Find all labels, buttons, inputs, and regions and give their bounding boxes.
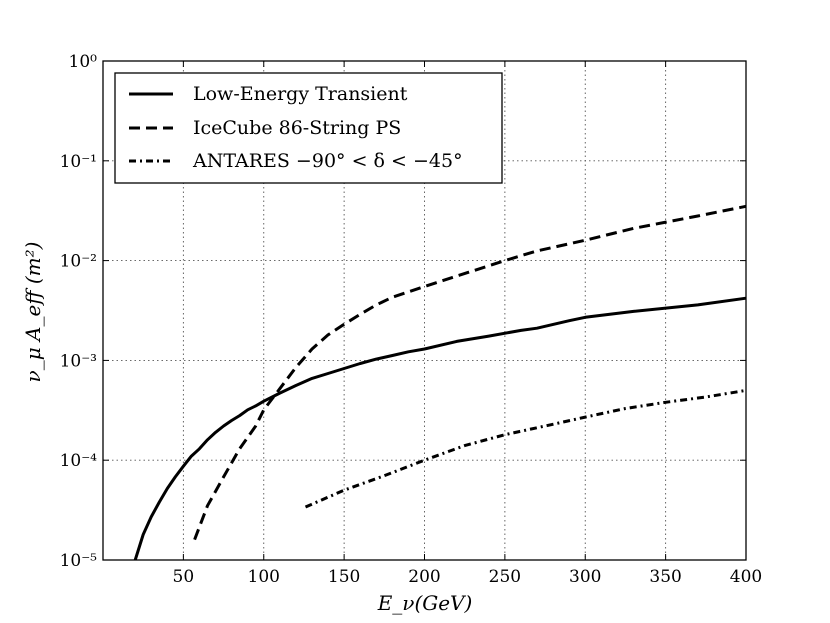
x-tick-label: 100 [248,567,280,587]
x-tick-label: 200 [408,567,440,587]
grid [103,61,746,560]
y-tick-label: 10⁻¹ [60,152,97,172]
legend: Low-Energy Transient IceCube 86-String P… [114,72,503,184]
x-tick-label: 350 [649,567,681,587]
x-tick-label: 150 [328,567,360,587]
x-axis-label: E_ν(GeV) [377,591,473,615]
x-tick-label: 300 [569,567,601,587]
y-tick-label: 10⁻² [60,252,97,272]
legend-label-low-energy: Low-Energy Transient [193,83,408,105]
y-tick-label: 10⁰ [69,52,98,72]
y-tick-label: 10⁻⁴ [60,451,98,471]
y-tick-label: 10⁻³ [60,351,97,371]
x-tick-label: 50 [173,567,195,587]
legend-label-icecube: IceCube 86-String PS [193,117,401,139]
y-tick-label: 10⁻⁵ [60,551,98,571]
legend-box [114,72,503,184]
series-line-0 [133,296,747,561]
legend-label-antares: ANTARES −90° < δ < −45° [192,150,463,172]
series-line-2 [304,388,747,509]
x-tick-label: 250 [489,567,521,587]
ticks [103,60,747,561]
y-tick-labels: 10⁻⁵ 10⁻⁴ 10⁻³ 10⁻² 10⁻¹ 10⁰ [60,52,98,571]
x-tick-labels: 50 100 150 200 250 300 350 400 [173,567,763,587]
series-line-1 [193,204,747,541]
x-tick-label: 400 [730,567,762,587]
series-layer [133,204,747,561]
y-axis-label: ν_μ A_eff (m²) [21,242,45,383]
